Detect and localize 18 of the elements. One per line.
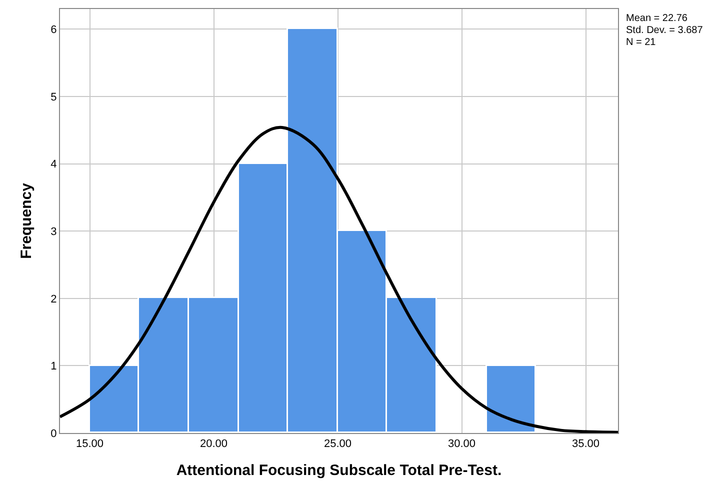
y-tick-label: 6 [50, 24, 57, 36]
y-tick-label: 3 [50, 226, 57, 238]
x-tick-label: 20.00 [200, 438, 228, 450]
text: Std. Dev. = 3.687 [626, 25, 704, 36]
x-tick-label: 15.00 [76, 438, 104, 450]
text: N = 21 [626, 37, 656, 48]
text: Mean = 22.76 [626, 13, 688, 24]
y-tick-label: 1 [50, 360, 57, 373]
y-tick-label: 5 [50, 91, 57, 104]
x-tick-label: 35.00 [572, 438, 600, 450]
y-axis-title: Frequency [18, 182, 35, 259]
line-series [60, 126, 618, 433]
y-tick-label: 4 [50, 158, 57, 171]
x-tick-label: 25.00 [324, 438, 352, 450]
y-tick-label: 2 [50, 293, 57, 306]
y-tick-label: 0 [50, 428, 57, 440]
x-axis-title: Attentional Focusing Subscale Total Pre-Test. [176, 462, 502, 480]
x-tick-label: 30.00 [448, 438, 476, 450]
